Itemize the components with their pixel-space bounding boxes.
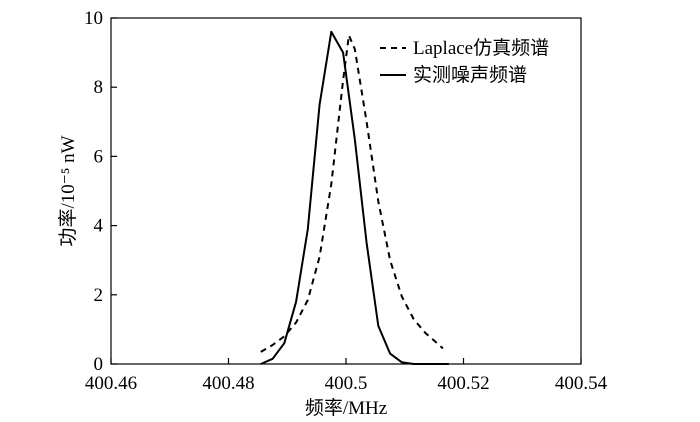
x-tick-label-0: 400.46	[85, 373, 137, 394]
legend: Laplace仿真频谱 实测噪声频谱	[380, 37, 549, 86]
series-lines	[260, 30, 449, 365]
legend-label-laplace: Laplace仿真频谱	[413, 37, 549, 59]
measured-noise-line	[260, 30, 449, 365]
x-tick-label-3: 400.52	[437, 373, 489, 394]
y-tick-label-4: 8	[94, 77, 104, 98]
x-axis-label: 频率/MHz	[305, 397, 387, 419]
x-tick-label-1: 400.48	[202, 373, 254, 394]
legend-label-measured: 实测噪声频谱	[413, 64, 527, 86]
y-tick-label-1: 2	[94, 285, 104, 306]
tick-labels: 400.46 400.48 400.5 400.52 400.54 0 2 4 6 8 10	[84, 8, 608, 394]
y-axis-label: 功率/10⁻⁵ nW	[57, 135, 79, 246]
x-tick-label-2: 400.5	[325, 373, 368, 394]
y-tick-label-5: 10	[84, 8, 103, 29]
y-tick-label-0: 0	[94, 354, 104, 375]
y-tick-label-3: 6	[94, 146, 104, 167]
y-tick-label-2: 4	[94, 216, 104, 237]
x-tick-label-4: 400.54	[555, 373, 608, 394]
ticks	[110, 17, 582, 365]
